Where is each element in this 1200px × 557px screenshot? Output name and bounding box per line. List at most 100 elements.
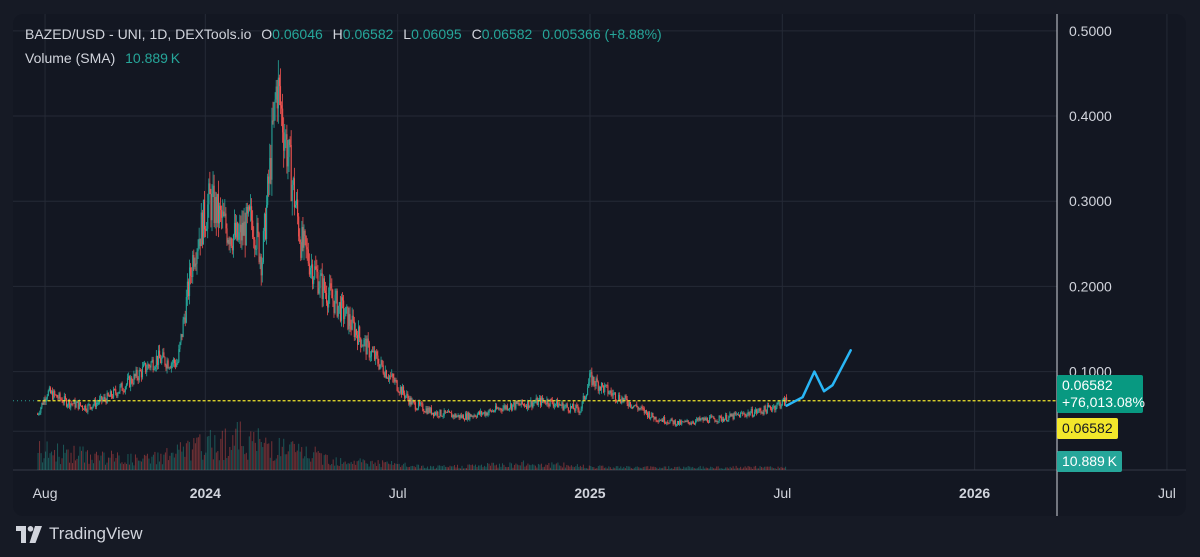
high-value: 0.06582 xyxy=(342,26,394,42)
volume-bar xyxy=(569,466,571,470)
candle-body xyxy=(67,404,69,407)
candle-body xyxy=(423,410,425,412)
volume-value: 10.889 K xyxy=(125,50,181,66)
volume-bar xyxy=(323,455,325,470)
volume-bar xyxy=(400,466,402,470)
volume-bar xyxy=(98,460,100,470)
volume-bar xyxy=(301,447,303,470)
volume-bar xyxy=(359,458,361,470)
candle-body xyxy=(218,205,221,224)
candle-body xyxy=(111,396,114,398)
volume-bar xyxy=(647,466,649,470)
volume-bar xyxy=(639,467,641,470)
volume-bar xyxy=(280,456,282,470)
volume-bar xyxy=(84,462,86,470)
volume-bar xyxy=(239,421,241,470)
volume-bar xyxy=(581,467,583,470)
candle-body xyxy=(666,422,668,424)
volume-bar xyxy=(87,450,89,470)
candle-body xyxy=(641,406,643,409)
volume-bar xyxy=(271,441,273,470)
volume-bar xyxy=(585,468,587,470)
volume-bar xyxy=(94,453,96,470)
volume-label[interactable]: Volume (SMA) xyxy=(25,50,116,66)
candle-body xyxy=(300,242,302,258)
candle-body xyxy=(256,222,258,250)
candle-body xyxy=(346,306,348,308)
x-tick-label: Jul xyxy=(389,485,407,501)
chart-frame: 0.1000 0.2000 0.3000 0.4000 0.5000 Aug 2024 Jul… xyxy=(13,14,1186,516)
volume-bar xyxy=(719,468,721,470)
candle-body xyxy=(513,402,515,405)
candle-body xyxy=(596,378,598,382)
tradingview-logo-icon xyxy=(16,525,42,543)
volume-bar xyxy=(638,467,640,470)
volume-bar xyxy=(257,428,259,470)
brand-name[interactable]: TradingView xyxy=(49,524,143,543)
volume-bar xyxy=(337,465,339,470)
volume-bar xyxy=(305,446,307,470)
volume-bar xyxy=(620,466,622,470)
volume-bar xyxy=(412,465,414,470)
volume-bar xyxy=(188,442,190,470)
candle-body xyxy=(501,410,503,412)
candle-body xyxy=(649,412,651,419)
volume-bar xyxy=(521,462,523,470)
candle-body xyxy=(593,376,595,384)
candle-body xyxy=(63,396,65,403)
volume-bar xyxy=(95,451,97,470)
volume-bar xyxy=(572,466,574,470)
candle-body xyxy=(54,391,56,395)
candle-body xyxy=(270,158,272,180)
volume-bar xyxy=(558,465,560,470)
candle-body xyxy=(357,335,359,345)
candle-body xyxy=(299,236,301,243)
volume-bar xyxy=(750,467,752,470)
x-tick-label: Jul xyxy=(1158,485,1176,501)
volume-bar xyxy=(178,449,180,470)
volume-bar xyxy=(72,463,74,470)
volume-bar xyxy=(500,466,502,470)
candle-body xyxy=(737,414,740,416)
volume-bar xyxy=(635,466,637,470)
candle-body xyxy=(561,402,563,406)
volume-bar xyxy=(206,436,208,470)
volume-bar xyxy=(746,467,748,470)
volume-bar xyxy=(768,466,770,470)
candle-body xyxy=(537,399,539,406)
volume-bar xyxy=(455,467,457,470)
candle-body xyxy=(352,315,354,322)
volume-bar xyxy=(404,462,406,470)
candle-body xyxy=(164,357,166,365)
volume-bar xyxy=(780,466,782,470)
volume-bar xyxy=(278,437,280,470)
candle-body xyxy=(538,398,541,400)
candle-body xyxy=(327,302,329,308)
volume-bar xyxy=(143,454,145,470)
volume-bar xyxy=(437,465,439,470)
volume-bar xyxy=(131,462,133,470)
volume-bar xyxy=(401,465,403,470)
candle-body xyxy=(232,234,234,251)
volume-bar xyxy=(695,468,697,470)
volume-bar xyxy=(176,444,178,470)
candle-body xyxy=(408,398,410,405)
candle-body xyxy=(462,415,465,420)
volume-bar xyxy=(716,466,718,470)
volume-bar xyxy=(43,458,45,470)
candle-body xyxy=(544,400,546,404)
candle-body xyxy=(315,266,317,270)
volume-bar xyxy=(446,466,448,470)
symbol-title[interactable]: BAZED/USD - UNI, 1D, DEXTools.io xyxy=(25,26,252,42)
candle-body xyxy=(37,414,39,416)
candle-body xyxy=(123,391,125,392)
volume-bar xyxy=(503,464,505,470)
candle-body xyxy=(559,404,561,406)
volume-bar xyxy=(728,468,730,470)
volume-bar xyxy=(545,464,547,470)
volume-bar xyxy=(474,464,476,470)
candle-body xyxy=(395,379,397,381)
volume-bar xyxy=(428,468,430,470)
candle-body xyxy=(354,329,356,338)
